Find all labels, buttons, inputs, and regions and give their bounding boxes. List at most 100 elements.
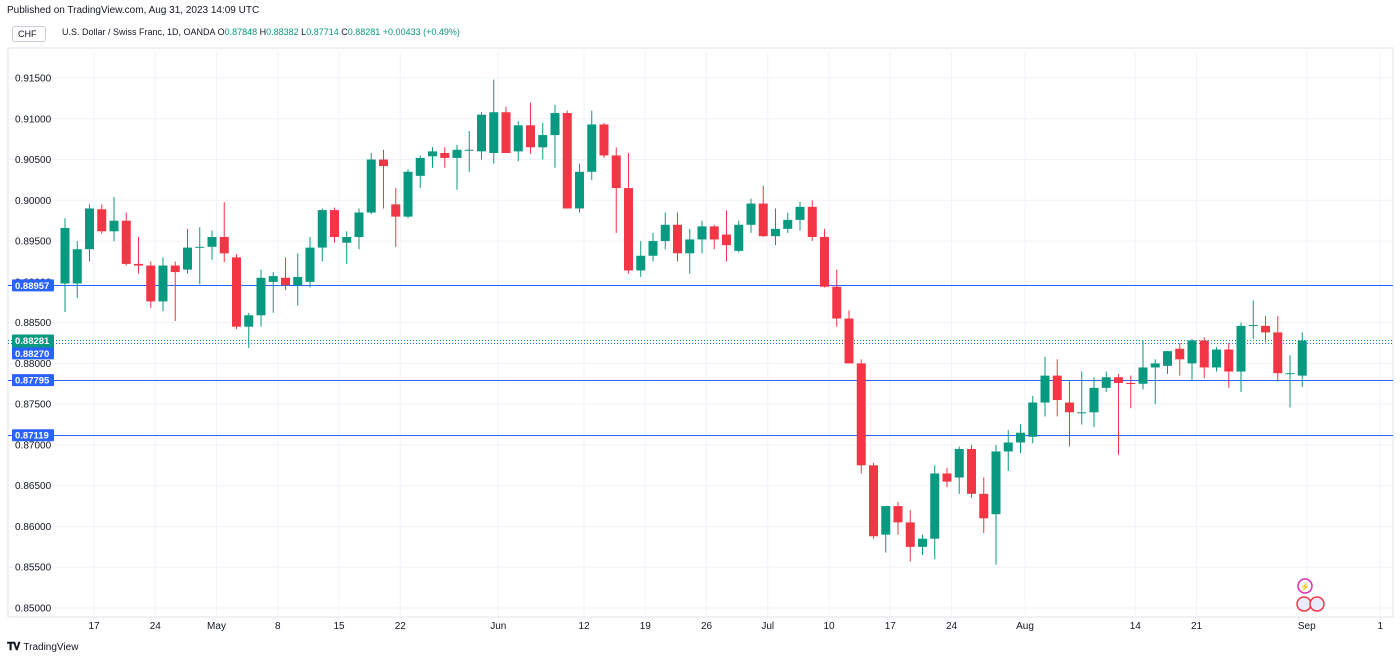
candle-body-down[interactable] bbox=[281, 277, 290, 286]
candle-body-down[interactable] bbox=[391, 204, 401, 217]
candle-body-down[interactable] bbox=[1052, 375, 1062, 401]
candle-body-down[interactable] bbox=[905, 522, 915, 547]
candle-body-up[interactable] bbox=[1077, 412, 1087, 414]
candle-body-up[interactable] bbox=[305, 247, 315, 282]
candle-body-down[interactable] bbox=[758, 203, 768, 237]
candle-body-down[interactable] bbox=[869, 465, 878, 537]
candle-body-up[interactable] bbox=[60, 228, 70, 284]
candle-body-down[interactable] bbox=[232, 257, 241, 327]
candle-body-up[interactable] bbox=[991, 451, 1001, 515]
candle-body-up[interactable] bbox=[538, 135, 548, 148]
candle-body-up[interactable] bbox=[1285, 373, 1295, 375]
candle-body-up[interactable] bbox=[317, 210, 327, 248]
candle-body-down[interactable] bbox=[967, 449, 976, 494]
candle-body-up[interactable] bbox=[587, 124, 597, 172]
candle-body-down[interactable] bbox=[121, 220, 131, 264]
candle-body-up[interactable] bbox=[489, 112, 499, 154]
candle-body-up[interactable] bbox=[293, 276, 303, 286]
candle-body-up[interactable] bbox=[452, 149, 462, 158]
candle-body-down[interactable] bbox=[440, 153, 450, 158]
candle-body-up[interactable] bbox=[403, 171, 413, 217]
candle-body-up[interactable] bbox=[1236, 325, 1246, 372]
candle-body-up[interactable] bbox=[771, 228, 780, 237]
candle-body-down[interactable] bbox=[1065, 402, 1074, 413]
candle-body-down[interactable] bbox=[219, 237, 229, 254]
candle-body-up[interactable] bbox=[85, 208, 94, 250]
candle-body-up[interactable] bbox=[795, 206, 805, 220]
candle-body-down[interactable] bbox=[856, 363, 866, 466]
candle-body-down[interactable] bbox=[673, 224, 682, 254]
candle-body-up[interactable] bbox=[415, 157, 425, 176]
candle-body-up[interactable] bbox=[550, 113, 560, 136]
candle-body-up[interactable] bbox=[244, 315, 254, 327]
candle-body-up[interactable] bbox=[195, 246, 205, 248]
candle-body-down[interactable] bbox=[379, 159, 388, 167]
candle-body-up[interactable] bbox=[513, 125, 523, 152]
lightning-event-icon[interactable] bbox=[1297, 578, 1313, 594]
candle-body-down[interactable] bbox=[330, 210, 339, 237]
candle-body-down[interactable] bbox=[1114, 377, 1123, 383]
candle-body-up[interactable] bbox=[256, 277, 266, 316]
candle-body-up[interactable] bbox=[109, 220, 119, 232]
candle-body-down[interactable] bbox=[942, 473, 952, 482]
candle-body-down[interactable] bbox=[820, 237, 829, 287]
candle-body-up[interactable] bbox=[268, 276, 278, 282]
candle-body-down[interactable] bbox=[979, 493, 989, 519]
candle-body-up[interactable] bbox=[354, 212, 364, 237]
candle-body-up[interactable] bbox=[1163, 351, 1172, 366]
candle-body-down[interactable] bbox=[624, 188, 633, 271]
candle-body-up[interactable] bbox=[783, 219, 793, 229]
candle-body-up[interactable] bbox=[648, 241, 658, 256]
candle-body-down[interactable] bbox=[97, 209, 107, 232]
candle-body-down[interactable] bbox=[134, 263, 143, 266]
candle-body-up[interactable] bbox=[954, 449, 964, 478]
candle-body-down[interactable] bbox=[1273, 332, 1283, 374]
candle-body-up[interactable] bbox=[881, 506, 891, 535]
candle-body-up[interactable] bbox=[660, 224, 670, 242]
candle-body-down[interactable] bbox=[1199, 340, 1209, 368]
candle-body-up[interactable] bbox=[1089, 387, 1099, 413]
candle-body-down[interactable] bbox=[611, 155, 621, 189]
candle-body-up[interactable] bbox=[575, 171, 584, 209]
candle-body-down[interactable] bbox=[501, 112, 511, 154]
candle-body-up[interactable] bbox=[207, 237, 217, 247]
candle-body-down[interactable] bbox=[807, 206, 817, 237]
candle-body-up[interactable] bbox=[366, 159, 376, 213]
candle-body-down[interactable] bbox=[844, 318, 854, 364]
candle-body-down[interactable] bbox=[709, 226, 719, 240]
candle-body-down[interactable] bbox=[170, 265, 180, 273]
candle-body-down[interactable] bbox=[1224, 349, 1234, 372]
candle-body-up[interactable] bbox=[464, 149, 474, 151]
candle-body-down[interactable] bbox=[893, 506, 903, 523]
candle-body-up[interactable] bbox=[183, 247, 192, 270]
candle-body-down[interactable] bbox=[1175, 348, 1185, 360]
candle-body-up[interactable] bbox=[1187, 340, 1197, 364]
us-flag-event-icon[interactable] bbox=[1296, 596, 1312, 612]
candle-body-down[interactable] bbox=[526, 125, 535, 148]
candle-body-up[interactable] bbox=[636, 255, 646, 271]
candle-body-up[interactable] bbox=[1150, 363, 1160, 368]
candle-body-up[interactable] bbox=[1212, 349, 1221, 368]
candle-body-up[interactable] bbox=[428, 151, 437, 157]
candle-body-up[interactable] bbox=[72, 249, 82, 284]
candle-body-up[interactable] bbox=[1003, 442, 1013, 452]
candle-body-up[interactable] bbox=[342, 237, 352, 243]
candle-body-up[interactable] bbox=[1040, 375, 1050, 403]
candle-body-up[interactable] bbox=[158, 265, 168, 302]
candle-body-up[interactable] bbox=[1138, 367, 1148, 384]
candle-body-down[interactable] bbox=[146, 265, 156, 302]
candle-body-up[interactable] bbox=[477, 114, 486, 152]
candle-body-up[interactable] bbox=[1101, 377, 1111, 388]
symbol-badge[interactable]: CHF bbox=[12, 26, 46, 42]
candle-body-up[interactable] bbox=[1297, 340, 1307, 376]
candle-body-down[interactable] bbox=[562, 113, 572, 209]
candle-body-down[interactable] bbox=[722, 234, 731, 246]
candle-body-up[interactable] bbox=[697, 226, 707, 240]
candle-body-up[interactable] bbox=[930, 473, 940, 539]
candle-body-down[interactable] bbox=[599, 124, 609, 156]
candle-body-down[interactable] bbox=[1126, 382, 1136, 384]
candle-body-up[interactable] bbox=[1028, 402, 1038, 437]
candle-body-down[interactable] bbox=[832, 286, 842, 319]
us-flag-event-icon-2[interactable] bbox=[1309, 596, 1325, 612]
candle-body-up[interactable] bbox=[1016, 432, 1025, 443]
